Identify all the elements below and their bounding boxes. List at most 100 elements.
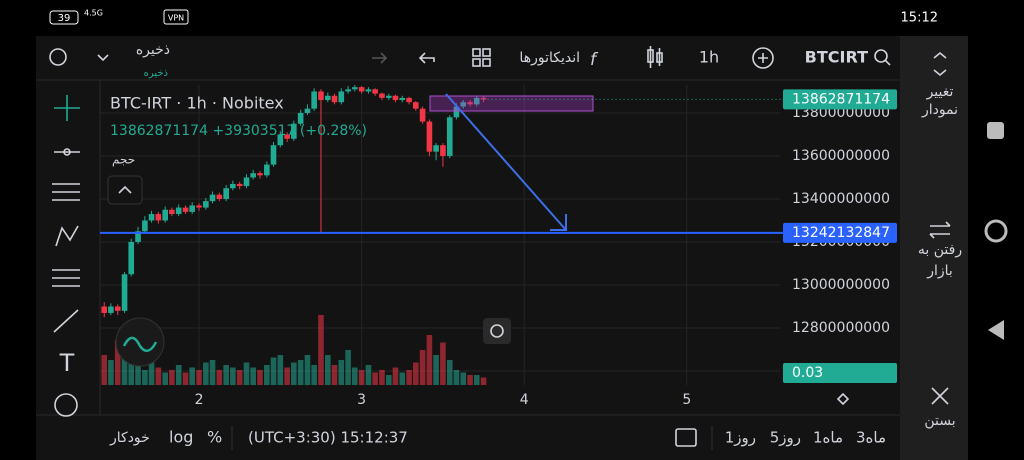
timezone-clock[interactable]: (UTC+3:30) 15:12:37 bbox=[248, 429, 408, 447]
close-label[interactable]: بستن bbox=[924, 413, 955, 429]
candle-body bbox=[460, 102, 467, 107]
add-button[interactable] bbox=[752, 47, 774, 69]
candle-body bbox=[453, 106, 460, 118]
volume-bar bbox=[467, 375, 473, 385]
volume-bar bbox=[412, 362, 419, 385]
volume-bar bbox=[270, 357, 277, 385]
hline-label-box bbox=[783, 222, 897, 243]
y-tick-label: 12800000000 bbox=[792, 320, 890, 336]
nav-recents[interactable] bbox=[987, 122, 1004, 139]
nav-back[interactable] bbox=[988, 320, 1004, 340]
volume-bar bbox=[250, 367, 256, 385]
go-market-label[interactable]: رفتن به bbox=[918, 242, 962, 258]
volume-bar bbox=[196, 370, 202, 385]
candle-body bbox=[128, 241, 135, 275]
candle-body bbox=[108, 306, 114, 313]
battery-icon bbox=[49, 10, 79, 25]
volume-bar bbox=[399, 372, 406, 385]
candle-body bbox=[392, 95, 399, 101]
volume-bar bbox=[365, 365, 372, 385]
layouts-button[interactable] bbox=[472, 48, 491, 67]
emoji-tool[interactable] bbox=[54, 393, 78, 417]
volume-bar bbox=[379, 370, 385, 385]
save-subtitle: ذخیره bbox=[144, 68, 168, 79]
legend-price: 13862871174 bbox=[110, 123, 208, 139]
vpn-icon bbox=[163, 9, 189, 25]
candle-body bbox=[155, 214, 162, 221]
search-icon[interactable] bbox=[874, 49, 891, 66]
log-scale-button[interactable]: log bbox=[169, 428, 193, 447]
candle-body bbox=[121, 274, 128, 311]
pattern-tool[interactable] bbox=[55, 225, 79, 247]
volume-bar bbox=[426, 335, 433, 385]
volume-bar bbox=[236, 370, 243, 385]
logo-mark bbox=[122, 336, 158, 352]
range-button[interactable]: 5روز bbox=[770, 429, 801, 447]
volume-bar bbox=[460, 372, 467, 385]
volume-label: 0.03 bbox=[792, 365, 823, 381]
volume-bar bbox=[385, 375, 392, 385]
volume-bar bbox=[162, 372, 169, 385]
nav-home[interactable] bbox=[984, 219, 1008, 243]
range-button[interactable]: 1ماه bbox=[813, 429, 843, 447]
candle-body bbox=[142, 220, 148, 232]
market-icon[interactable] bbox=[929, 221, 951, 239]
candle-body bbox=[311, 91, 317, 109]
candle-body bbox=[297, 112, 304, 124]
dropdown-button[interactable] bbox=[97, 54, 109, 62]
reset-icon bbox=[490, 324, 504, 338]
symbol-button[interactable]: BTCIRT bbox=[805, 48, 868, 67]
reset-button[interactable] bbox=[483, 318, 511, 344]
text-tool[interactable]: T bbox=[59, 349, 75, 377]
change-chart-label[interactable]: تغییر bbox=[926, 84, 954, 100]
brush-tool[interactable] bbox=[53, 309, 79, 333]
settings-icon[interactable] bbox=[836, 392, 850, 406]
last-price-label: 13862871174 bbox=[792, 91, 890, 107]
volume-bar bbox=[446, 360, 453, 385]
volume-bar bbox=[108, 360, 114, 385]
collapse-button[interactable] bbox=[107, 175, 143, 205]
candle-body bbox=[284, 134, 290, 139]
candle-body bbox=[304, 108, 311, 113]
change-chart-label[interactable]: نمودار bbox=[921, 102, 958, 118]
settings-button[interactable] bbox=[49, 48, 67, 66]
save-button[interactable]: ذخیره bbox=[136, 42, 170, 58]
volume-label-box bbox=[783, 363, 897, 383]
date-range-button[interactable] bbox=[675, 428, 697, 447]
auto-scale-button[interactable]: خودکار bbox=[109, 430, 150, 446]
volume-bar bbox=[148, 362, 155, 385]
chart-type-button[interactable] bbox=[647, 46, 663, 68]
volume-title: حجم bbox=[112, 153, 135, 167]
last-price-box bbox=[783, 89, 897, 110]
volume-bar bbox=[392, 367, 399, 385]
volume-bar bbox=[338, 360, 345, 385]
close-icon[interactable] bbox=[931, 387, 949, 405]
indicators-button[interactable]: اندیکاتورها bbox=[519, 50, 580, 66]
volume-bar bbox=[209, 360, 216, 385]
change-chart-icon[interactable] bbox=[933, 51, 947, 77]
candle-body bbox=[175, 207, 182, 215]
go-market-label[interactable]: بازار bbox=[926, 263, 953, 279]
prediction-tool[interactable] bbox=[52, 269, 80, 287]
candle-body bbox=[216, 194, 223, 199]
volume-bar bbox=[331, 365, 338, 385]
y-tick-label: 13600000000 bbox=[792, 148, 890, 164]
candle-body bbox=[385, 95, 392, 98]
candle-body bbox=[325, 95, 331, 101]
y-tick-label: 13000000000 bbox=[792, 277, 890, 293]
volume-bar bbox=[318, 315, 324, 385]
candle-body bbox=[406, 97, 412, 103]
fib-tool[interactable] bbox=[52, 183, 80, 201]
undo-button[interactable] bbox=[418, 52, 435, 64]
crosshair-tool[interactable] bbox=[54, 95, 80, 121]
range-button[interactable]: 3ماه bbox=[856, 429, 886, 447]
candle-body bbox=[230, 183, 236, 189]
volume-bar bbox=[372, 372, 378, 385]
percent-button[interactable]: % bbox=[207, 428, 222, 447]
volume-bar bbox=[223, 365, 229, 385]
range-button[interactable]: 1روز bbox=[725, 429, 756, 447]
redo-button[interactable] bbox=[372, 52, 388, 64]
interval-button[interactable]: 1h bbox=[699, 48, 719, 67]
volume-bar bbox=[311, 365, 317, 385]
